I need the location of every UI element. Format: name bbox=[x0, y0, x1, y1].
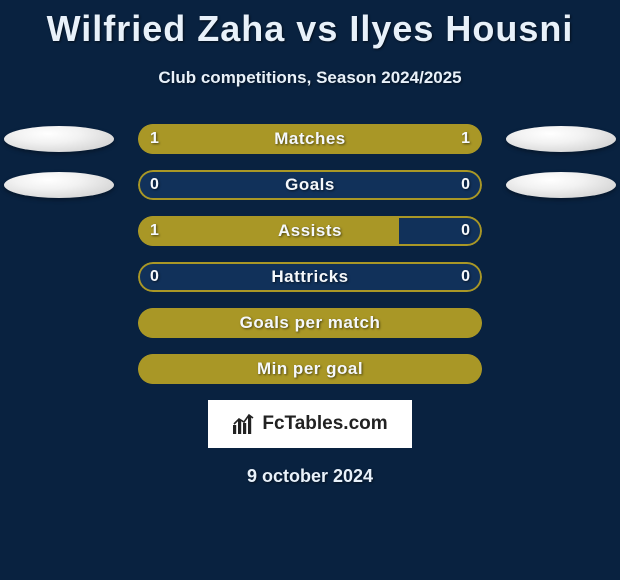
stat-bar: 00Goals bbox=[138, 170, 482, 200]
stat-bar: Min per goal bbox=[138, 354, 482, 384]
stat-row: 00Hattricks bbox=[0, 262, 620, 292]
stat-row: 11Matches bbox=[0, 124, 620, 154]
stats-area: 11Matches 00Goals 10Assists 00Hattricks Goal… bbox=[0, 124, 620, 384]
stat-bar: Goals per match bbox=[138, 308, 482, 338]
stat-bar: 11Matches bbox=[138, 124, 482, 154]
stat-row: Goals per match bbox=[0, 308, 620, 338]
logo-box: FcTables.com bbox=[208, 400, 412, 448]
player-marker-right bbox=[506, 126, 616, 152]
player-marker-right bbox=[506, 172, 616, 198]
stat-label: Min per goal bbox=[138, 354, 482, 384]
stat-row: 10Assists bbox=[0, 216, 620, 246]
stat-label: Matches bbox=[138, 124, 482, 154]
stat-bar: 10Assists bbox=[138, 216, 482, 246]
logo-text: FcTables.com bbox=[262, 413, 387, 435]
stat-label: Goals bbox=[138, 170, 482, 200]
stat-row: Min per goal bbox=[0, 354, 620, 384]
player-marker-left bbox=[4, 172, 114, 198]
stat-bar: 00Hattricks bbox=[138, 262, 482, 292]
stat-label: Goals per match bbox=[138, 308, 482, 338]
stat-label: Assists bbox=[138, 216, 482, 246]
stat-row: 00Goals bbox=[0, 170, 620, 200]
stat-label: Hattricks bbox=[138, 262, 482, 292]
comparison-subtitle: Club competitions, Season 2024/2025 bbox=[0, 68, 620, 88]
comparison-date: 9 october 2024 bbox=[0, 466, 620, 487]
player-marker-left bbox=[4, 126, 114, 152]
fctables-logo-icon bbox=[232, 413, 256, 435]
comparison-title: Wilfried Zaha vs Ilyes Housni bbox=[0, 0, 620, 50]
